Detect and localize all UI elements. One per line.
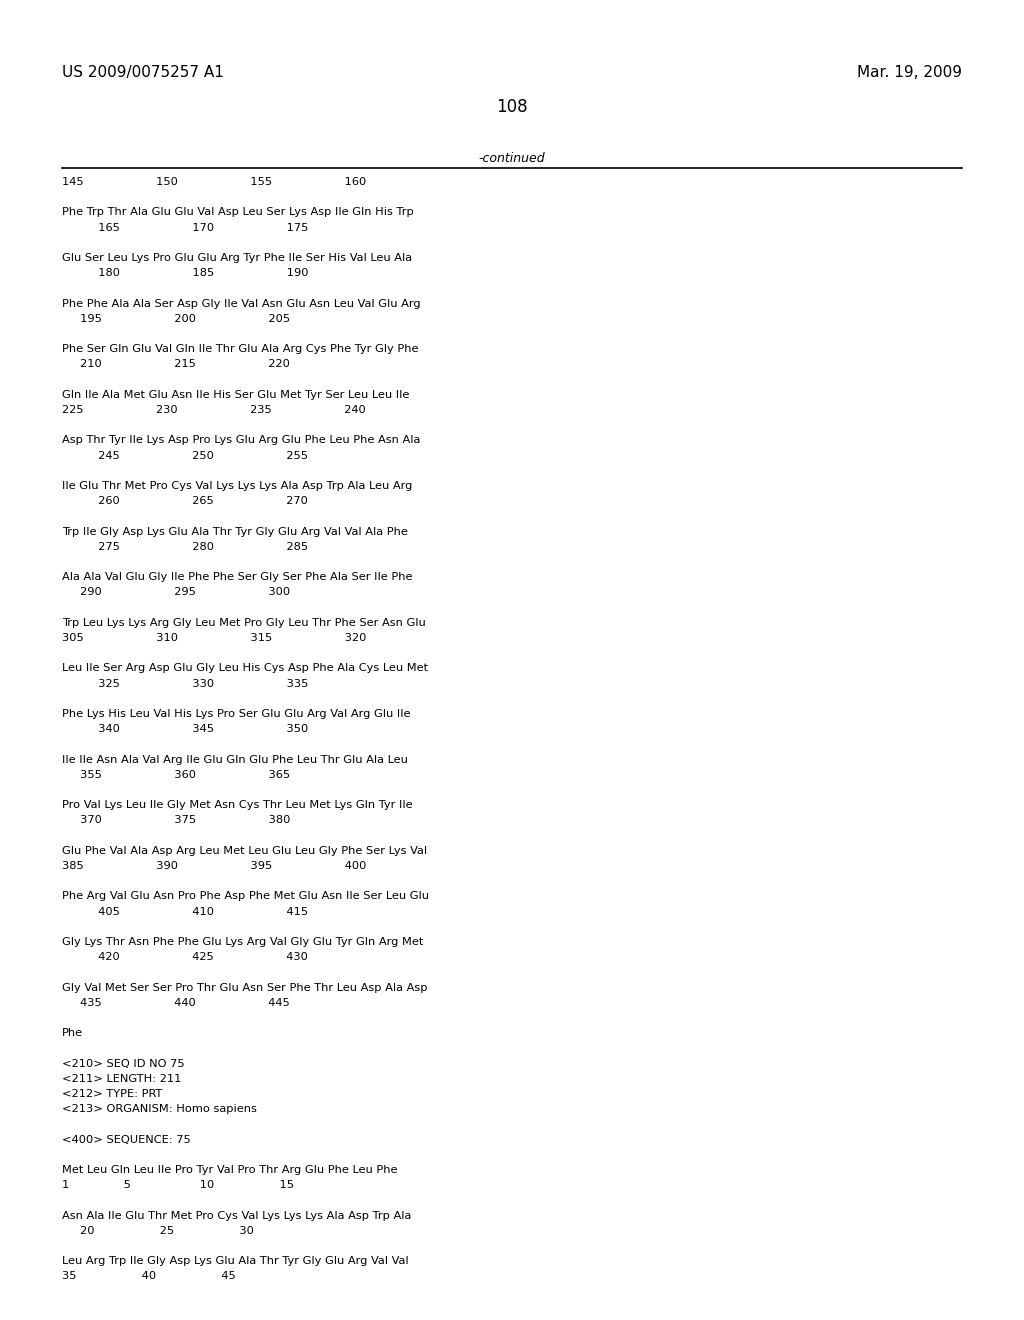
Text: Trp Ile Gly Asp Lys Glu Ala Thr Tyr Gly Glu Arg Val Val Ala Phe: Trp Ile Gly Asp Lys Glu Ala Thr Tyr Gly … (62, 527, 408, 537)
Text: Gln Ile Ala Met Glu Asn Ile His Ser Glu Met Tyr Ser Leu Leu Ile: Gln Ile Ala Met Glu Asn Ile His Ser Glu … (62, 389, 410, 400)
Text: 180                    185                    190: 180 185 190 (62, 268, 308, 279)
Text: Ala Ala Val Glu Gly Ile Phe Phe Ser Gly Ser Phe Ala Ser Ile Phe: Ala Ala Val Glu Gly Ile Phe Phe Ser Gly … (62, 572, 413, 582)
Text: Phe: Phe (62, 1028, 83, 1039)
Text: 245                    250                    255: 245 250 255 (62, 450, 308, 461)
Text: 340                    345                    350: 340 345 350 (62, 725, 308, 734)
Text: Pro Val Lys Leu Ile Gly Met Asn Cys Thr Leu Met Lys Gln Tyr Ile: Pro Val Lys Leu Ile Gly Met Asn Cys Thr … (62, 800, 413, 810)
Text: 325                    330                    335: 325 330 335 (62, 678, 308, 689)
Text: 420                    425                    430: 420 425 430 (62, 952, 308, 962)
Text: Phe Phe Ala Ala Ser Asp Gly Ile Val Asn Glu Asn Leu Val Glu Arg: Phe Phe Ala Ala Ser Asp Gly Ile Val Asn … (62, 298, 421, 309)
Text: Phe Ser Gln Glu Val Gln Ile Thr Glu Ala Arg Cys Phe Tyr Gly Phe: Phe Ser Gln Glu Val Gln Ile Thr Glu Ala … (62, 345, 419, 354)
Text: Phe Arg Val Glu Asn Pro Phe Asp Phe Met Glu Asn Ile Ser Leu Glu: Phe Arg Val Glu Asn Pro Phe Asp Phe Met … (62, 891, 429, 902)
Text: Asn Ala Ile Glu Thr Met Pro Cys Val Lys Lys Lys Ala Asp Trp Ala: Asn Ala Ile Glu Thr Met Pro Cys Val Lys … (62, 1210, 412, 1221)
Text: Met Leu Gln Leu Ile Pro Tyr Val Pro Thr Arg Glu Phe Leu Phe: Met Leu Gln Leu Ile Pro Tyr Val Pro Thr … (62, 1166, 397, 1175)
Text: 225                    230                    235                    240: 225 230 235 240 (62, 405, 366, 414)
Text: <212> TYPE: PRT: <212> TYPE: PRT (62, 1089, 163, 1100)
Text: 275                    280                    285: 275 280 285 (62, 541, 308, 552)
Text: 355                    360                    365: 355 360 365 (62, 770, 290, 780)
Text: 290                    295                    300: 290 295 300 (62, 587, 290, 598)
Text: US 2009/0075257 A1: US 2009/0075257 A1 (62, 65, 224, 81)
Text: <211> LENGTH: 211: <211> LENGTH: 211 (62, 1073, 181, 1084)
Text: 35                  40                  45: 35 40 45 (62, 1271, 236, 1282)
Text: Glu Phe Val Ala Asp Arg Leu Met Leu Glu Leu Gly Phe Ser Lys Val: Glu Phe Val Ala Asp Arg Leu Met Leu Glu … (62, 846, 427, 855)
Text: Leu Arg Trp Ile Gly Asp Lys Glu Ala Thr Tyr Gly Glu Arg Val Val: Leu Arg Trp Ile Gly Asp Lys Glu Ala Thr … (62, 1257, 409, 1266)
Text: 385                    390                    395                    400: 385 390 395 400 (62, 861, 367, 871)
Text: Leu Ile Ser Arg Asp Glu Gly Leu His Cys Asp Phe Ala Cys Leu Met: Leu Ile Ser Arg Asp Glu Gly Leu His Cys … (62, 664, 428, 673)
Text: 1               5                   10                  15: 1 5 10 15 (62, 1180, 294, 1191)
Text: -continued: -continued (478, 152, 546, 165)
Text: 165                    170                    175: 165 170 175 (62, 223, 308, 232)
Text: 405                    410                    415: 405 410 415 (62, 907, 308, 916)
Text: Glu Ser Leu Lys Pro Glu Glu Arg Tyr Phe Ile Ser His Val Leu Ala: Glu Ser Leu Lys Pro Glu Glu Arg Tyr Phe … (62, 253, 412, 263)
Text: Trp Leu Lys Lys Arg Gly Leu Met Pro Gly Leu Thr Phe Ser Asn Glu: Trp Leu Lys Lys Arg Gly Leu Met Pro Gly … (62, 618, 426, 628)
Text: 260                    265                    270: 260 265 270 (62, 496, 308, 506)
Text: 435                    440                    445: 435 440 445 (62, 998, 290, 1007)
Text: 210                    215                    220: 210 215 220 (62, 359, 290, 370)
Text: Ile Glu Thr Met Pro Cys Val Lys Lys Lys Ala Asp Trp Ala Leu Arg: Ile Glu Thr Met Pro Cys Val Lys Lys Lys … (62, 480, 413, 491)
Text: Mar. 19, 2009: Mar. 19, 2009 (857, 65, 962, 81)
Text: 145                    150                    155                    160: 145 150 155 160 (62, 177, 367, 187)
Text: 370                    375                    380: 370 375 380 (62, 816, 291, 825)
Text: <210> SEQ ID NO 75: <210> SEQ ID NO 75 (62, 1059, 184, 1069)
Text: 195                    200                    205: 195 200 205 (62, 314, 290, 323)
Text: Phe Lys His Leu Val His Lys Pro Ser Glu Glu Arg Val Arg Glu Ile: Phe Lys His Leu Val His Lys Pro Ser Glu … (62, 709, 411, 719)
Text: Gly Lys Thr Asn Phe Phe Glu Lys Arg Val Gly Glu Tyr Gln Arg Met: Gly Lys Thr Asn Phe Phe Glu Lys Arg Val … (62, 937, 423, 946)
Text: <400> SEQUENCE: 75: <400> SEQUENCE: 75 (62, 1135, 190, 1144)
Text: 20                  25                  30: 20 25 30 (62, 1226, 254, 1236)
Text: Phe Trp Thr Ala Glu Glu Val Asp Leu Ser Lys Asp Ile Gln His Trp: Phe Trp Thr Ala Glu Glu Val Asp Leu Ser … (62, 207, 414, 218)
Text: Asp Thr Tyr Ile Lys Asp Pro Lys Glu Arg Glu Phe Leu Phe Asn Ala: Asp Thr Tyr Ile Lys Asp Pro Lys Glu Arg … (62, 436, 421, 445)
Text: <213> ORGANISM: Homo sapiens: <213> ORGANISM: Homo sapiens (62, 1105, 257, 1114)
Text: 108: 108 (497, 98, 527, 116)
Text: Gly Val Met Ser Ser Pro Thr Glu Asn Ser Phe Thr Leu Asp Ala Asp: Gly Val Met Ser Ser Pro Thr Glu Asn Ser … (62, 982, 427, 993)
Text: 305                    310                    315                    320: 305 310 315 320 (62, 634, 367, 643)
Text: Ile Ile Asn Ala Val Arg Ile Glu Gln Glu Phe Leu Thr Glu Ala Leu: Ile Ile Asn Ala Val Arg Ile Glu Gln Glu … (62, 755, 408, 764)
